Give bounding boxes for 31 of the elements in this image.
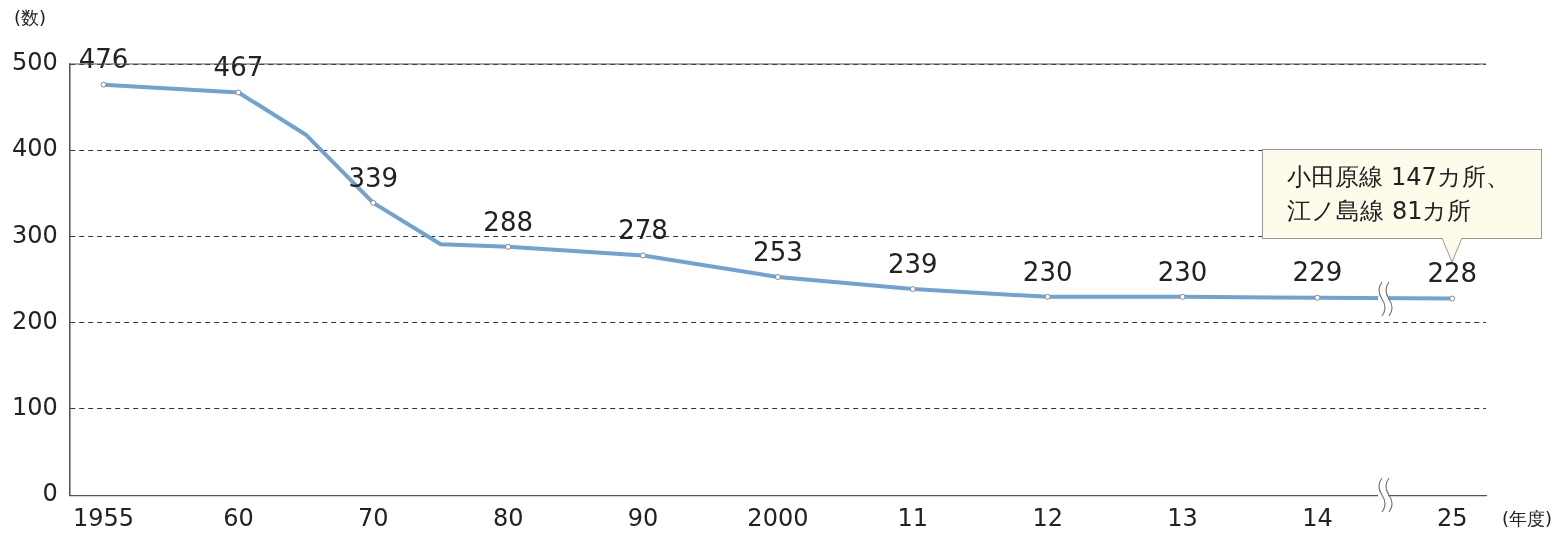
x-tick-label: 90: [627, 503, 659, 532]
x-tick-label: 13: [1167, 503, 1198, 532]
data-label: 476: [78, 44, 129, 75]
y-tick-label: 400: [12, 134, 58, 163]
data-label: 288: [483, 206, 533, 237]
x-axis-title: (年度): [1501, 507, 1552, 532]
data-label: 239: [887, 248, 938, 279]
x-tick-label: 70: [358, 503, 389, 532]
data-label: 253: [753, 236, 803, 267]
data-label: 467: [213, 52, 264, 83]
x-tick-label: 60: [223, 503, 254, 532]
x-tick-label: 80: [492, 503, 524, 532]
y-tick-label: 100: [12, 393, 58, 422]
x-tick-label: 2000: [747, 503, 809, 532]
x-tick-label: 1955: [72, 503, 135, 532]
x-tick-label: 12: [1032, 503, 1063, 532]
annotation: 小田原線 147カ所、江ノ島線 81カ所: [1262, 148, 1543, 239]
data-label: 339: [348, 162, 399, 193]
y-tick-label: 300: [12, 220, 58, 249]
y-axis-title: (数): [14, 6, 47, 30]
data-label: 230: [1022, 256, 1073, 287]
data-label: 229: [1292, 257, 1343, 288]
data-label: 228: [1427, 258, 1478, 289]
y-tick-label: 0: [42, 479, 58, 508]
y-tick-label: 500: [12, 48, 58, 77]
data-label: 278: [618, 215, 668, 246]
x-tick-label: 25: [1437, 503, 1468, 532]
data-label: 230: [1157, 256, 1208, 287]
x-tick-label: 14: [1302, 503, 1333, 532]
y-tick-label: 200: [12, 306, 58, 335]
x-tick-label: 11: [897, 503, 929, 532]
